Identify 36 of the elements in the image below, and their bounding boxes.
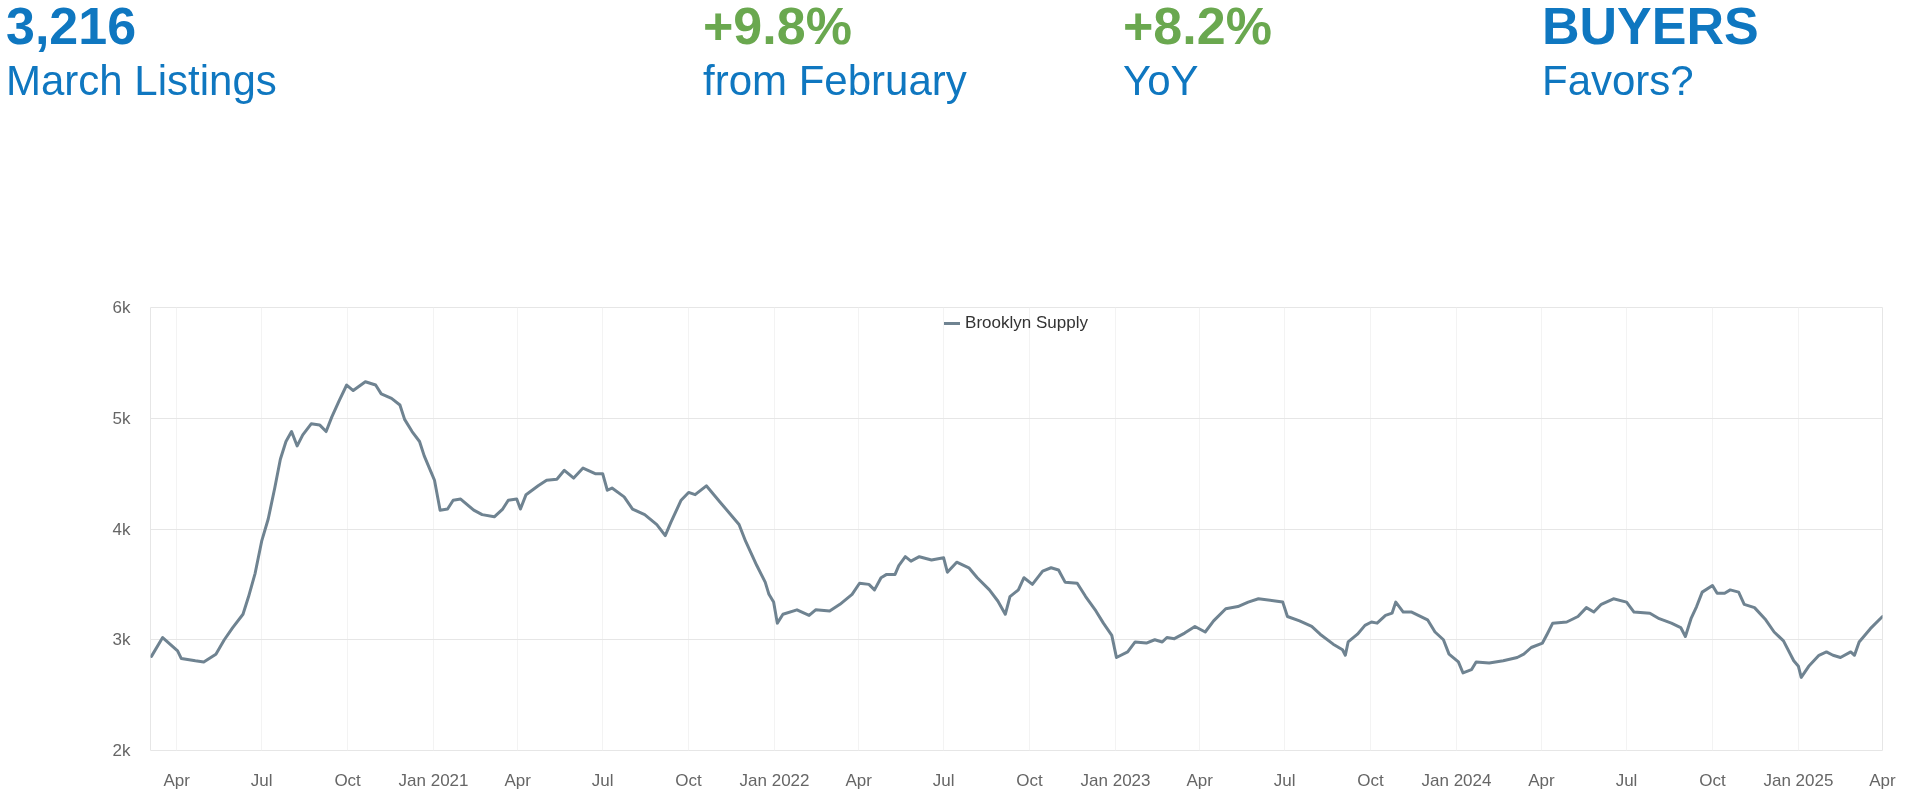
legend-label: Brooklyn Supply	[965, 313, 1088, 333]
line-series	[150, 380, 1883, 679]
x-tick-label: Oct	[334, 770, 362, 790]
y-tick-label: 6k	[112, 298, 131, 317]
x-tick-label: Jul	[1273, 770, 1296, 790]
x-tick-label: Oct	[1357, 770, 1385, 790]
text: BUYERS	[1542, 0, 1759, 55]
x-tick-label: Apr	[1528, 770, 1556, 790]
x-tick-label: Apr	[1869, 770, 1897, 790]
text: YoY	[1123, 57, 1199, 104]
text: March Listings	[6, 57, 277, 104]
x-tick-label: Apr	[163, 770, 191, 790]
x-tick-label: Apr	[1186, 770, 1214, 790]
text: from February	[703, 57, 967, 104]
x-tick-label: Jul	[1615, 770, 1638, 790]
text: +9.8%	[703, 0, 852, 55]
x-tick-label: Jul	[591, 770, 614, 790]
x-tick-label: Jan 2022	[739, 770, 810, 790]
x-tick-label: Jan 2025	[1763, 770, 1834, 790]
y-tick-label: 2k	[112, 741, 131, 760]
x-tick-label: Apr	[504, 770, 532, 790]
text: 3,216	[6, 0, 137, 55]
x-tick-label: Oct	[1016, 770, 1044, 790]
x-tick-label: Jan 2021	[398, 770, 469, 790]
text: +8.2%	[1123, 0, 1272, 55]
x-tick-label: Jan 2023	[1080, 770, 1151, 790]
x-tick-label: Oct	[1699, 770, 1726, 790]
x-tick-label: Jul	[932, 770, 955, 790]
x-tick-label: Jul	[250, 770, 273, 790]
y-tick-label: 4k	[112, 519, 131, 539]
y-tick-label: 3k	[112, 630, 131, 650]
text: Favors?	[1542, 57, 1694, 104]
x-tick-label: Oct	[675, 770, 703, 790]
x-tick-label: Apr	[845, 770, 873, 790]
x-tick-label: Jan 2024	[1421, 770, 1492, 790]
y-tick-label: 5k	[112, 408, 131, 428]
